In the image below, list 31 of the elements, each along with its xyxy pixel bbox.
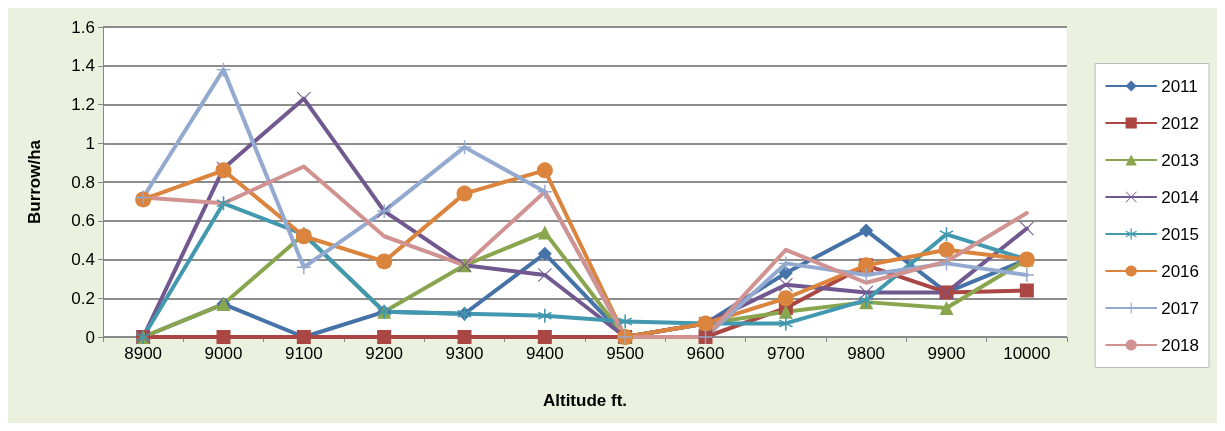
y-tick-label: 0.4 (71, 250, 95, 269)
legend-label: 2016 (1161, 261, 1200, 281)
legend-label: 2017 (1161, 298, 1200, 318)
x-tick-label: 9700 (766, 344, 805, 363)
x-tick-label: 9600 (686, 344, 725, 363)
x-tick-label: 9000 (204, 344, 243, 363)
y-axis-title: Burrow/ha (25, 139, 44, 225)
x-tick-label: 9200 (365, 344, 404, 363)
y-tick-label: 0 (85, 327, 95, 347)
legend-label: 2011 (1161, 76, 1198, 96)
legend-label: 2015 (1161, 224, 1200, 244)
y-tick-label: 1.6 (71, 17, 95, 37)
legend-label: 2014 (1161, 187, 1200, 207)
x-tick-label: 9500 (606, 344, 645, 363)
y-tick-label: 1.4 (71, 56, 95, 76)
legend-label: 2013 (1161, 150, 1200, 170)
y-tick-label: 1.2 (71, 95, 95, 114)
legend-label: 2012 (1161, 113, 1200, 133)
x-tick-label: 8900 (124, 344, 163, 363)
x-tick-label: 9300 (445, 344, 484, 363)
x-tick-label: 9800 (847, 344, 886, 363)
legend-label: 2018 (1161, 335, 1200, 355)
y-tick-label: 0.2 (71, 288, 95, 308)
x-tick-label: 9100 (284, 344, 323, 363)
y-tick-label: 1 (85, 133, 95, 153)
x-tick-label: 9900 (927, 344, 966, 363)
x-axis-title: Altitude ft. (542, 391, 628, 410)
x-tick-label: 9400 (525, 344, 564, 363)
y-tick-label: 0.8 (71, 172, 95, 192)
y-tick-label: 0.6 (71, 211, 95, 231)
x-tick-label: 10000 (1003, 344, 1051, 363)
